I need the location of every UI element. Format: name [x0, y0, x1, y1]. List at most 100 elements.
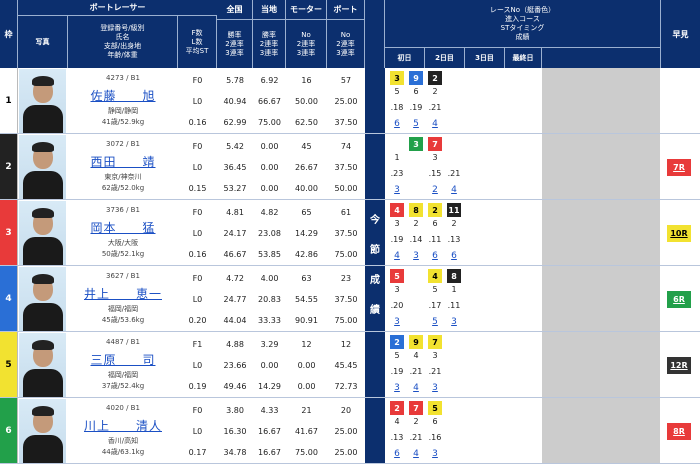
stat-zenkoku-value: 40.94: [223, 96, 247, 106]
racer-photo: [19, 333, 66, 397]
race-number-tile[interactable]: 7: [428, 335, 442, 349]
row-divider: [0, 199, 700, 200]
race-result-link[interactable]: 6: [394, 449, 400, 459]
race-result-link[interactable]: 5: [413, 119, 419, 129]
st-timing: .14: [409, 235, 423, 244]
stat-boat-value: 25.00: [334, 96, 358, 106]
race-result-link[interactable]: 3: [394, 317, 400, 327]
stat-boat: 12 45.45 72.73: [327, 334, 365, 396]
entry-course: 5: [432, 285, 438, 294]
racer-name-link[interactable]: 佐藤 旭: [90, 89, 156, 103]
stat-zenkoku: 5.78 40.94 62.99: [217, 70, 253, 132]
quick-view-race-badge[interactable]: 12R: [667, 357, 691, 374]
race-result-link[interactable]: 4: [394, 251, 400, 261]
race-result-link[interactable]: 2: [432, 185, 438, 195]
photo-hair: [32, 406, 54, 416]
motor-subheader: No 2連率 3連率: [286, 20, 327, 68]
entry-course: 4: [394, 417, 400, 426]
stat-tochi-value: 4.33: [260, 405, 279, 415]
stat-zenkoku-value: 49.46: [223, 381, 247, 391]
race-result-link[interactable]: 4: [413, 449, 419, 459]
photo-hair: [32, 274, 54, 284]
stat-tochi-value: 75.00: [258, 117, 281, 127]
race-number-tile[interactable]: 8: [409, 203, 423, 217]
quick-view-race-badge[interactable]: 7R: [667, 159, 691, 176]
race-number-tile[interactable]: 5: [428, 401, 442, 415]
day-header-1: 初日: [385, 48, 425, 68]
entry-course: 6: [413, 87, 419, 96]
stat-motor: 45 26.67 40.00: [286, 136, 327, 198]
stat-boat-value: 37.50: [334, 162, 358, 172]
photo-body: [23, 435, 63, 463]
race-number-tile[interactable]: 3: [390, 71, 404, 85]
race-result-link[interactable]: 6: [394, 119, 400, 129]
stat-motor-value: 12: [301, 339, 312, 349]
reg-header: 登録番号/級別 氏名 支部/出身地 年齢/体重: [68, 16, 178, 68]
race-result-link[interactable]: 5: [432, 317, 438, 327]
race-number-tile[interactable]: 2: [390, 335, 404, 349]
racer-name-link[interactable]: 川上 清人: [83, 419, 162, 433]
race-result-link[interactable]: 4: [451, 185, 457, 195]
race-result-link[interactable]: 3: [394, 185, 400, 195]
race-number-tile[interactable]: 9: [409, 71, 423, 85]
stat-tochi: 3.29 0.00 14.29: [253, 334, 286, 396]
race-number-tile[interactable]: 11: [447, 203, 461, 217]
stat-zenkoku-value: 53.27: [223, 183, 247, 193]
race-result-link[interactable]: 6: [432, 251, 438, 261]
race-result-link[interactable]: 3: [432, 449, 438, 459]
stat-boat-value: 45.45: [334, 360, 358, 370]
racer-branch: 福岡/福岡: [107, 371, 139, 379]
race-result-link[interactable]: 3: [413, 251, 419, 261]
st-timing: .19: [390, 235, 404, 244]
stat-zenkoku-value: 62.99: [223, 117, 247, 127]
racer-name-link[interactable]: 三原 司: [90, 353, 156, 367]
quick-view-race-badge[interactable]: 10R: [667, 225, 691, 242]
race-number-tile[interactable]: 8: [447, 269, 461, 283]
race-result-link[interactable]: 6: [451, 251, 457, 261]
row-bg: [18, 398, 365, 464]
racer-name-link[interactable]: 西田 靖: [90, 155, 156, 169]
stat-tochi-value: 14.29: [258, 381, 281, 391]
racer-name-link[interactable]: 井上 恵一: [83, 287, 162, 301]
reg-number: 4273 / B1: [106, 74, 140, 82]
race-info-header: レースNo（艇番色） 進入コース STタイミング 成績: [385, 0, 660, 48]
quick-view-race-badge[interactable]: 6R: [667, 291, 691, 308]
day-header-3: 3日目: [465, 48, 505, 68]
race-number-tile[interactable]: 2: [390, 401, 404, 415]
stat-zenkoku: 5.42 36.45 53.27: [217, 136, 253, 198]
race-number-tile[interactable]: 5: [390, 269, 404, 283]
entry-course: 1: [451, 285, 457, 294]
quick-view-race-badge[interactable]: 8R: [667, 423, 691, 440]
st-timing: .19: [409, 103, 423, 112]
stat-fl-value: 0.16: [188, 117, 207, 127]
photo-hair: [32, 340, 54, 350]
race-number-tile[interactable]: 2: [428, 203, 442, 217]
racer-branch: 東京/神奈川: [104, 173, 142, 181]
race-number-tile[interactable]: 4: [390, 203, 404, 217]
stat-motor-value: 21: [301, 405, 312, 415]
race-number-tile[interactable]: 2: [428, 71, 442, 85]
race-result-link[interactable]: 3: [451, 317, 457, 327]
stat-motor-value: 63: [301, 273, 312, 283]
race-result-link[interactable]: 4: [413, 383, 419, 393]
stat-tochi-value: 20.83: [258, 294, 281, 304]
race-result-link[interactable]: 3: [432, 383, 438, 393]
stat-boat: 61 37.50 75.00: [327, 202, 365, 264]
tochi-header: 当地: [253, 0, 286, 20]
race-result-link[interactable]: 4: [432, 119, 438, 129]
stat-tochi-value: 0.00: [260, 162, 279, 172]
racer-photo: [19, 399, 66, 463]
race-number-tile[interactable]: 3: [409, 137, 423, 151]
race-number-tile[interactable]: 9: [409, 335, 423, 349]
stat-tochi-value: 3.29: [260, 339, 279, 349]
boat-header: ボート: [327, 0, 365, 20]
racer-name-link[interactable]: 岡本 猛: [90, 221, 156, 235]
st-timing: .17: [428, 301, 442, 310]
day-header-blank: [542, 48, 660, 68]
stat-zenkoku-value: 46.67: [223, 249, 247, 259]
race-number-tile[interactable]: 4: [428, 269, 442, 283]
race-result-link[interactable]: 3: [394, 383, 400, 393]
race-number-tile[interactable]: 7: [409, 401, 423, 415]
stat-motor-value: 62.50: [295, 117, 318, 127]
race-number-tile[interactable]: 7: [428, 137, 442, 151]
